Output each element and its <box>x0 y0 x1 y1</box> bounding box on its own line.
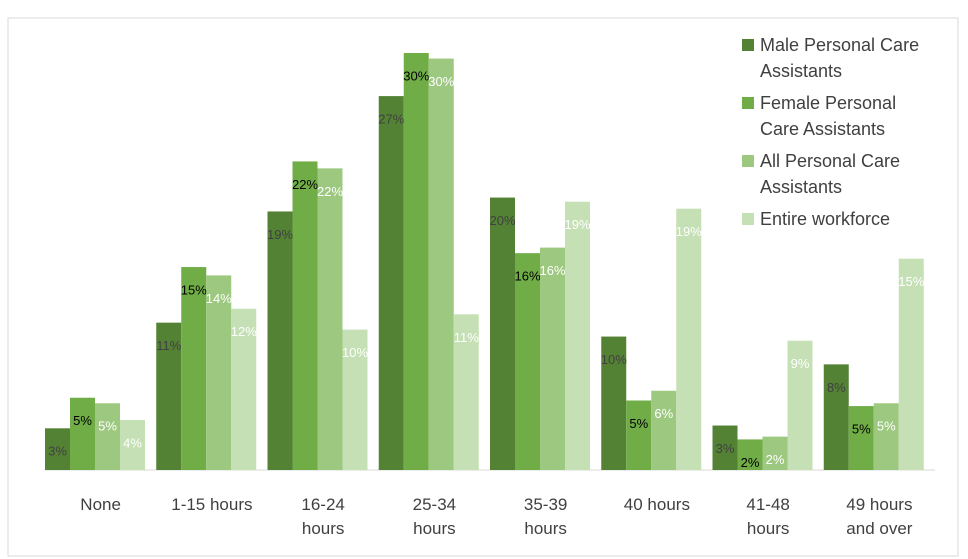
bar <box>45 428 70 470</box>
bar <box>70 397 95 470</box>
bar <box>651 390 677 470</box>
bar <box>787 340 813 470</box>
bar <box>378 96 404 470</box>
data-label: 5% <box>877 419 896 434</box>
bar <box>403 53 429 470</box>
data-label: 4% <box>123 435 142 450</box>
chart-frame <box>7 17 959 557</box>
bar <box>156 322 182 470</box>
data-label: 5% <box>852 421 871 436</box>
bar <box>737 439 763 470</box>
data-label: 2% <box>741 455 760 470</box>
data-label: 10% <box>601 352 627 367</box>
data-label: 16% <box>514 269 540 284</box>
data-label: 5% <box>98 419 117 434</box>
x-tick-label: 49 hours and over <box>846 495 913 538</box>
legend-swatch <box>742 97 754 109</box>
bar <box>120 419 145 470</box>
data-label: 22% <box>292 177 318 192</box>
data-label: 8% <box>827 380 846 395</box>
data-label: 15% <box>898 274 924 289</box>
legend-swatch <box>742 213 754 225</box>
x-tick-label: 40 hours <box>623 495 690 514</box>
data-label: 3% <box>48 444 67 459</box>
legend-swatch <box>742 39 754 51</box>
bar <box>712 425 738 470</box>
bar <box>898 258 924 470</box>
data-label: 11% <box>156 338 181 353</box>
data-label: 30% <box>428 74 454 89</box>
bar <box>676 208 702 470</box>
data-label: 22% <box>317 184 343 199</box>
bar <box>181 267 207 470</box>
data-label: 2% <box>766 452 785 467</box>
data-label: 14% <box>206 291 232 306</box>
bar <box>428 58 454 471</box>
data-label: 6% <box>654 406 673 421</box>
data-label: 15% <box>181 282 207 297</box>
legend-label: Female Personal Care Assistants <box>760 93 897 139</box>
data-label: 19% <box>267 227 293 242</box>
bar <box>453 314 479 470</box>
x-tick-label: 41-48 hours <box>746 495 790 538</box>
bar <box>292 161 318 471</box>
data-label: 27% <box>378 112 404 127</box>
legend-swatch <box>742 155 754 167</box>
bar <box>873 403 899 470</box>
x-tick-label: None <box>80 495 121 514</box>
bar <box>317 168 343 470</box>
bar <box>490 197 515 470</box>
bar <box>342 329 368 470</box>
x-tick-label: 16-24 hours <box>301 495 345 538</box>
data-label: 10% <box>342 345 368 360</box>
bar <box>95 403 120 470</box>
bar <box>823 364 849 470</box>
x-tick-label: 25-34 hours <box>412 495 457 538</box>
data-label: 3% <box>716 441 735 456</box>
data-label: 19% <box>676 224 702 239</box>
bar <box>762 436 788 470</box>
data-label: 5% <box>629 416 648 431</box>
x-tick-label: 35-39 hours <box>523 495 568 538</box>
bar <box>206 275 232 470</box>
x-tick-label: 1-15 hours <box>171 495 253 514</box>
data-label: 20% <box>489 213 515 228</box>
data-label: 19% <box>564 217 590 232</box>
legend-label: Entire workforce <box>760 209 891 229</box>
bar <box>848 406 874 470</box>
bar <box>601 336 627 470</box>
data-label: 16% <box>539 263 565 278</box>
legend-label: All Personal Care Assistants <box>760 151 901 197</box>
bar <box>565 201 590 471</box>
bar <box>231 308 257 470</box>
data-label: 9% <box>791 356 810 371</box>
bar <box>515 253 540 470</box>
bar <box>540 247 565 470</box>
bar <box>267 211 293 470</box>
data-label: 30% <box>403 68 429 83</box>
data-label: 5% <box>73 413 92 428</box>
data-label: 11% <box>454 330 479 345</box>
legend-label: Male Personal Care Assistants <box>760 35 920 81</box>
data-label: 12% <box>231 324 257 339</box>
bar <box>626 400 652 470</box>
